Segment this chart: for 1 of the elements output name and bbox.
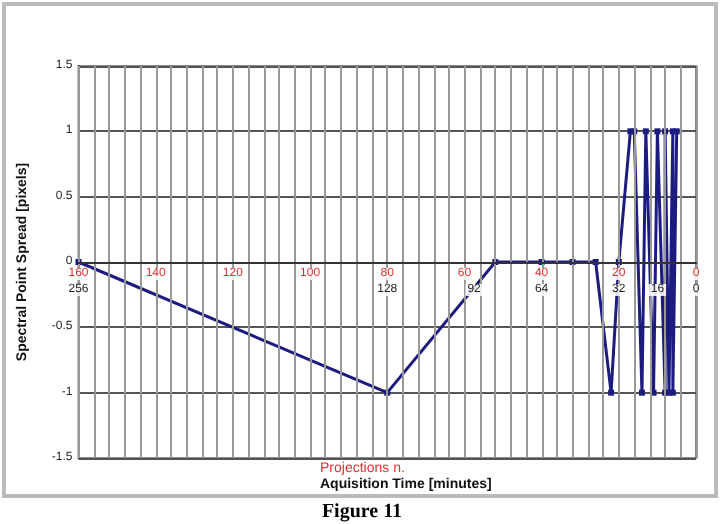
caption: Figure 11	[321, 501, 403, 523]
